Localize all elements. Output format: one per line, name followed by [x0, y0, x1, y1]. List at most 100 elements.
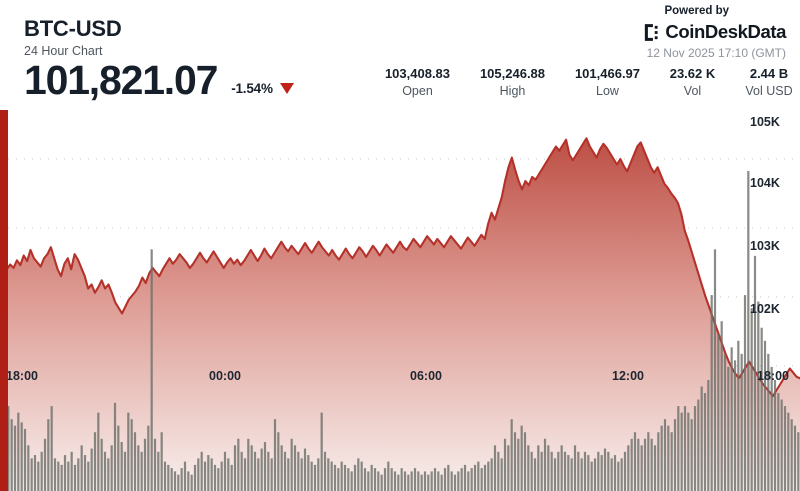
volume-bar	[80, 445, 83, 491]
volume-bar	[690, 419, 693, 491]
volume-bar	[423, 471, 427, 491]
volume-bar	[77, 458, 80, 491]
volume-bar	[413, 468, 417, 491]
volume-bar	[43, 438, 47, 491]
volume-bar	[37, 461, 40, 491]
volume-bar	[767, 353, 770, 491]
provider-row[interactable]: CoinDeskData	[642, 22, 786, 42]
volume-bar	[277, 432, 280, 491]
chart-subtitle: 24 Hour Chart	[24, 44, 103, 58]
volume-bar	[447, 464, 450, 491]
volume-bar	[233, 445, 237, 491]
volume-bar	[97, 412, 100, 491]
triangle-down-icon	[279, 83, 294, 94]
volume-bar	[570, 458, 573, 491]
volume-bar	[110, 445, 113, 491]
stat-vol-value: 23.62 K	[669, 66, 716, 81]
volume-bar	[90, 448, 93, 491]
volume-bar	[763, 340, 767, 491]
volume-bar	[543, 438, 547, 491]
volume-bar	[450, 471, 453, 491]
volume-bar	[123, 451, 127, 491]
volume-bar	[640, 445, 643, 491]
volume-bar	[647, 432, 650, 491]
volume-bar	[547, 445, 550, 491]
volume-bar	[163, 461, 167, 491]
volume-bar	[490, 458, 493, 491]
volume-bar	[370, 464, 373, 491]
volume-bar	[417, 471, 420, 491]
volume-bar	[633, 432, 637, 491]
chart-canvas[interactable]	[0, 110, 800, 491]
stat-vol: 23.62 K Vol	[655, 66, 730, 100]
volume-bar	[487, 461, 490, 491]
volume-bar	[310, 461, 313, 491]
volume-bar	[603, 448, 607, 491]
volume-bar	[420, 474, 423, 491]
volume-bar	[723, 353, 727, 491]
volume-bar	[607, 451, 610, 491]
volume-bar	[760, 327, 763, 491]
volume-bar	[140, 451, 143, 491]
volume-bar	[693, 406, 697, 491]
volume-bar	[757, 301, 760, 491]
volume-bar	[333, 464, 337, 491]
volume-bar	[433, 468, 437, 491]
volume-bar	[230, 464, 233, 491]
volume-bar	[267, 451, 270, 491]
volume-bar	[320, 412, 323, 491]
volume-bar	[273, 419, 277, 491]
volume-bar	[47, 419, 50, 491]
volume-bar	[347, 468, 350, 491]
volume-bar	[57, 461, 60, 491]
volume-bar	[63, 455, 67, 491]
volume-bar	[143, 438, 147, 491]
volume-bar	[780, 399, 783, 491]
volume-bar	[613, 455, 617, 491]
volume-bar	[193, 464, 197, 491]
volume-bar	[350, 471, 353, 491]
volume-bar	[190, 474, 193, 491]
volume-bar	[257, 458, 260, 491]
volume-bar	[167, 464, 170, 491]
stat-high: 105,246.88 High	[465, 66, 560, 100]
volume-bar	[673, 419, 677, 491]
x-axis-label-1200: 12:00	[612, 369, 644, 383]
volume-bar	[707, 379, 710, 491]
volume-bar	[363, 468, 367, 491]
volume-bar	[743, 295, 747, 491]
volume-bar	[73, 464, 77, 491]
volume-bar	[153, 438, 157, 491]
volume-bar	[667, 425, 670, 491]
volume-bar	[753, 255, 757, 491]
volume-bar	[270, 458, 273, 491]
volume-bar	[83, 455, 87, 491]
volume-bar	[797, 432, 800, 491]
volume-bar	[653, 445, 657, 491]
volume-bar	[463, 464, 467, 491]
volume-bar	[103, 451, 107, 491]
volume-bar	[747, 170, 750, 491]
volume-bar	[40, 451, 43, 491]
volume-bar	[70, 451, 73, 491]
volume-bar	[127, 412, 130, 491]
volume-bar	[397, 474, 400, 491]
volume-bar	[677, 406, 680, 491]
volume-bar	[593, 458, 597, 491]
stat-low: 101,466.97 Low	[560, 66, 655, 100]
volume-bar	[380, 474, 383, 491]
volume-bar	[207, 455, 210, 491]
volume-bar	[480, 468, 483, 491]
volume-bar	[107, 458, 110, 491]
volume-bar	[177, 474, 180, 491]
volume-bar	[53, 458, 57, 491]
volume-bar	[773, 379, 777, 491]
volume-bar	[663, 419, 667, 491]
volume-bar	[600, 455, 603, 491]
volume-bar	[440, 474, 443, 491]
volume-bar	[367, 471, 370, 491]
volume-bar	[337, 468, 340, 491]
volume-bar	[113, 402, 117, 491]
stat-vol-label: Vol	[683, 84, 702, 99]
